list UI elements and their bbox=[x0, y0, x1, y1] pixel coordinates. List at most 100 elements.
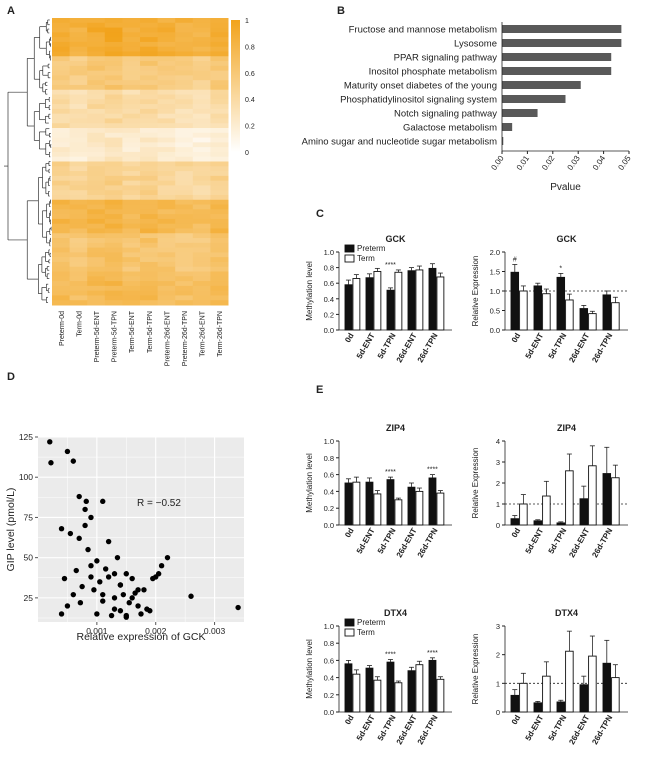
data-point bbox=[155, 571, 162, 577]
pathway-bar bbox=[502, 109, 538, 117]
heatmap-cell bbox=[104, 209, 123, 215]
heatmap-cell bbox=[69, 180, 88, 186]
heatmap-cell bbox=[52, 41, 71, 48]
heatmap-cell bbox=[69, 300, 88, 306]
heatmap-cell bbox=[122, 37, 141, 43]
chart-title: ZIP4 bbox=[386, 423, 405, 433]
heatmap-cell bbox=[122, 65, 141, 72]
chart-title: DTX4 bbox=[384, 608, 407, 618]
bar-term bbox=[565, 470, 574, 526]
heatmap-cell bbox=[69, 156, 88, 162]
panel-label: C bbox=[316, 208, 324, 220]
x-tick-label: 5d-ENT bbox=[524, 331, 546, 360]
heatmap-cell bbox=[140, 290, 159, 296]
x-tick-label: 5d-ENT bbox=[355, 713, 377, 742]
heatmap-cell bbox=[104, 108, 123, 115]
heatmap-cell bbox=[52, 51, 71, 57]
heatmap-cell bbox=[69, 209, 88, 215]
heatmap-cell bbox=[175, 300, 194, 306]
heatmap-cell bbox=[140, 194, 159, 201]
heatmap-cell bbox=[175, 209, 194, 215]
heatmap-cell bbox=[104, 190, 123, 196]
heatmap-cell bbox=[192, 128, 211, 134]
heatmap-cell bbox=[69, 61, 88, 67]
heatmap-cell bbox=[122, 89, 141, 96]
pathway-bar bbox=[502, 123, 513, 131]
heatmap-cell bbox=[104, 123, 123, 129]
pathway-label: Fructose and mannose metabolism bbox=[349, 25, 497, 36]
heatmap-cell bbox=[140, 80, 159, 86]
heatmap-cell bbox=[192, 151, 211, 158]
heatmap-cell bbox=[52, 190, 71, 196]
y-tick-label: 125 bbox=[19, 432, 33, 442]
heatmap-cell bbox=[140, 151, 159, 158]
heatmap-cell bbox=[122, 22, 141, 29]
bar-term bbox=[588, 465, 597, 526]
heatmap-cell bbox=[52, 137, 71, 143]
data-point bbox=[105, 574, 112, 580]
heatmap-cell bbox=[52, 257, 71, 263]
data-point bbox=[61, 575, 68, 582]
heatmap-cell bbox=[104, 80, 123, 86]
heatmap-cell bbox=[52, 242, 71, 249]
heatmap-cell bbox=[87, 247, 106, 253]
heatmap-cell bbox=[175, 252, 194, 258]
heatmap-cell bbox=[69, 161, 88, 167]
bar-preterm bbox=[344, 284, 353, 331]
bar-preterm bbox=[579, 308, 589, 331]
data-point bbox=[114, 554, 121, 561]
pathway-label: Phosphatidylinositol signaling system bbox=[340, 95, 497, 106]
heatmap-cell bbox=[104, 290, 123, 296]
heatmap-cell bbox=[192, 156, 211, 162]
heatmap-cell bbox=[210, 32, 229, 38]
heatmap-cell bbox=[104, 61, 123, 67]
heatmap-cell bbox=[69, 142, 88, 148]
x-tick-label: 0.001 bbox=[86, 626, 108, 636]
heatmap-cell bbox=[157, 123, 176, 129]
heatmap-cell bbox=[87, 285, 106, 292]
dendrogram bbox=[4, 19, 52, 303]
heatmap-cell bbox=[175, 166, 194, 172]
heatmap-cell bbox=[140, 300, 159, 306]
data-point bbox=[88, 562, 94, 569]
heatmap-cell bbox=[52, 247, 71, 253]
heatmap-cell bbox=[52, 80, 71, 86]
heatmap-cell bbox=[210, 247, 229, 253]
colorbar-tick-label: 0.4 bbox=[245, 97, 255, 104]
heatmap-cell bbox=[157, 281, 176, 287]
heatmap-cell bbox=[104, 247, 123, 253]
heatmap-cell bbox=[52, 185, 71, 191]
heatmap-cell bbox=[175, 161, 194, 167]
heatmap-cell bbox=[104, 171, 123, 177]
heatmap-cell bbox=[192, 228, 211, 234]
bar-term bbox=[352, 673, 361, 713]
heatmap-cell bbox=[210, 190, 229, 196]
heatmap-cell bbox=[175, 247, 194, 253]
heatmap-cell bbox=[175, 233, 194, 239]
heatmap-cell bbox=[157, 171, 176, 177]
heatmap-cell bbox=[122, 128, 141, 134]
heatmap-cell bbox=[140, 180, 159, 186]
pathway-bar bbox=[502, 67, 612, 75]
colorbar-tick-label: 0.8 bbox=[245, 44, 255, 51]
heatmap-cell bbox=[104, 166, 123, 172]
heatmap-cell bbox=[122, 228, 141, 234]
heatmap-cell bbox=[69, 218, 88, 225]
heatmap-cell bbox=[140, 228, 159, 234]
data-point bbox=[117, 582, 124, 588]
heatmap-cell bbox=[69, 18, 88, 24]
heatmap-cell bbox=[69, 123, 88, 129]
heatmap-cell bbox=[69, 89, 88, 96]
heatmap-cell bbox=[87, 27, 106, 33]
heatmap-cell bbox=[210, 56, 229, 62]
heatmap-cell bbox=[122, 142, 141, 148]
x-tick-label: 0.05 bbox=[616, 154, 633, 172]
heatmap-cell bbox=[87, 61, 106, 67]
heatmap-cell bbox=[175, 89, 194, 96]
heatmap-cell bbox=[175, 199, 194, 206]
heatmap-cell bbox=[157, 65, 176, 72]
x-tick-label: 5d-TPN bbox=[547, 331, 569, 360]
heatmap-cell bbox=[122, 147, 141, 153]
heatmap-cell bbox=[52, 261, 71, 268]
chart-title: ZIP4 bbox=[557, 423, 576, 433]
